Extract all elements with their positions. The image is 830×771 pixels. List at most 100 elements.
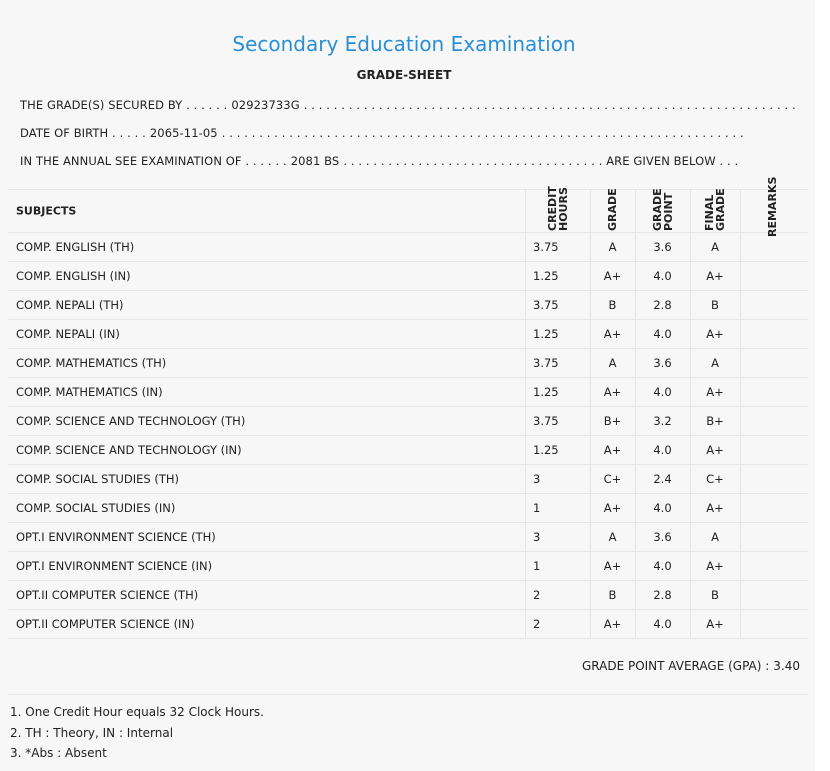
grade-cell: 3.6 — [653, 355, 672, 370]
row-border — [8, 522, 808, 523]
grade-cell: 2.8 — [653, 587, 672, 602]
row-border — [8, 609, 808, 610]
subject: OPT.I ENVIRONMENT SCIENCE (TH) — [16, 529, 216, 544]
grade-cell: A — [608, 355, 617, 370]
grade-cell: A — [711, 239, 719, 254]
column-header: REMARKS — [766, 176, 779, 237]
row-border — [8, 493, 808, 494]
row-border — [8, 319, 808, 320]
subject: COMP. ENGLISH (IN) — [16, 268, 131, 283]
info-label: IN THE ANNUAL SEE EXAMINATION OF . . . .… — [20, 154, 287, 168]
row-border — [8, 464, 808, 465]
grade-cell: B — [608, 297, 617, 312]
grade-cell: B+ — [706, 413, 724, 428]
table-border — [8, 232, 808, 233]
grade-cell: 3.6 — [653, 239, 672, 254]
grade-cell: A+ — [706, 326, 724, 341]
grade-cell: A+ — [603, 558, 622, 573]
grade-cell: 4.0 — [653, 616, 672, 631]
info-trail: . . . . . . . . . . . . . . . . . . . . … — [303, 98, 796, 112]
table-border — [8, 189, 808, 190]
info-value: 02923733G — [231, 98, 300, 112]
grade-cell: A+ — [706, 616, 724, 631]
info-line: DATE OF BIRTH . . . . . 2065-11-05. . . .… — [20, 126, 748, 140]
grade-cell: B — [711, 297, 719, 312]
subject: OPT.II COMPUTER SCIENCE (TH) — [16, 587, 199, 602]
credit-hours: 3.75 — [533, 355, 559, 370]
subject: COMP. MATHEMATICS (TH) — [16, 355, 167, 370]
row-border — [8, 290, 808, 291]
row-border — [8, 638, 808, 639]
gpa: GRADE POINT AVERAGE (GPA) :3.40 — [578, 659, 800, 673]
gpa-label: GRADE POINT AVERAGE (GPA) : — [581, 659, 770, 673]
grade-cell: B — [711, 587, 719, 602]
grade-cell: C+ — [706, 471, 724, 486]
grade-cell: 4.0 — [653, 326, 672, 341]
credit-hours: 1 — [533, 500, 541, 515]
grade-cell: 4.0 — [653, 558, 672, 573]
grade-cell: B+ — [603, 413, 622, 428]
grade-cell: A — [608, 529, 617, 544]
note: 1. One Credit Hour equals 32 Clock Hours… — [10, 705, 264, 719]
grade-cell: A+ — [706, 268, 724, 283]
column-header: SUBJECTS — [16, 204, 77, 218]
grade-cell: A+ — [706, 384, 724, 399]
grade-cell: 4.0 — [653, 268, 672, 283]
column-header: GRADE — [605, 188, 619, 231]
subject: COMP. ENGLISH (TH) — [16, 239, 135, 254]
info-value: 2081 BS — [290, 154, 340, 168]
grade-cell: A+ — [603, 268, 622, 283]
column-header: FINAL GRADE — [703, 188, 727, 231]
grade-cell: 2.8 — [653, 297, 672, 312]
column-border — [740, 189, 741, 638]
row-border — [8, 348, 808, 349]
grade-cell: 2.4 — [653, 471, 672, 486]
subject: OPT.II COMPUTER SCIENCE (IN) — [16, 616, 195, 631]
subject: COMP. SOCIAL STUDIES (IN) — [16, 500, 176, 515]
grade-cell: 3.6 — [653, 529, 672, 544]
subject: COMP. SOCIAL STUDIES (TH) — [16, 471, 180, 486]
column-header: GRADE POINT — [650, 188, 675, 231]
grade-cell: A — [608, 239, 617, 254]
credit-hours: 2 — [533, 616, 541, 631]
grade-cell: A+ — [706, 558, 724, 573]
grade-cell: A+ — [706, 500, 724, 515]
row-border — [8, 580, 808, 581]
credit-hours: 1.25 — [533, 384, 559, 399]
gpa-value: 3.40 — [773, 659, 800, 673]
subject: COMP. SCIENCE AND TECHNOLOGY (TH) — [16, 413, 246, 428]
grade-cell: A+ — [603, 500, 622, 515]
grade-cell: 3.2 — [653, 413, 672, 428]
info-label: DATE OF BIRTH . . . . . — [20, 126, 146, 140]
row-border — [8, 406, 808, 407]
credit-hours: 1.25 — [533, 268, 559, 283]
subject: COMP. NEPALI (IN) — [16, 326, 120, 341]
info-line: IN THE ANNUAL SEE EXAMINATION OF . . . .… — [20, 154, 742, 168]
grade-cell: A — [711, 355, 719, 370]
subject: COMP. NEPALI (TH) — [16, 297, 124, 312]
column-header: CREDIT HOURS — [545, 186, 570, 231]
credit-hours: 3.75 — [533, 239, 559, 254]
row-border — [8, 551, 808, 552]
credit-hours: 1 — [533, 558, 541, 573]
grade-cell: A+ — [603, 384, 622, 399]
note: 3. *Abs : Absent — [10, 746, 107, 760]
row-border — [8, 261, 808, 262]
subject: COMP. SCIENCE AND TECHNOLOGY (IN) — [16, 442, 242, 457]
grade-cell: A — [711, 529, 719, 544]
subject: OPT.I ENVIRONMENT SCIENCE (IN) — [16, 558, 213, 573]
credit-hours: 1.25 — [533, 442, 559, 457]
row-border — [8, 377, 808, 378]
grade-cell: A+ — [603, 326, 622, 341]
info-trail: . . . . . . . . . . . . . . . . . . . . … — [221, 126, 744, 140]
subject: COMP. MATHEMATICS (IN) — [16, 384, 163, 399]
grade-cell: A+ — [603, 442, 622, 457]
credit-hours: 2 — [533, 587, 541, 602]
info-value: 2065-11-05 — [149, 126, 218, 140]
credit-hours: 3 — [533, 529, 541, 544]
separator — [8, 694, 808, 695]
column-border — [525, 189, 526, 638]
column-border — [590, 189, 591, 638]
